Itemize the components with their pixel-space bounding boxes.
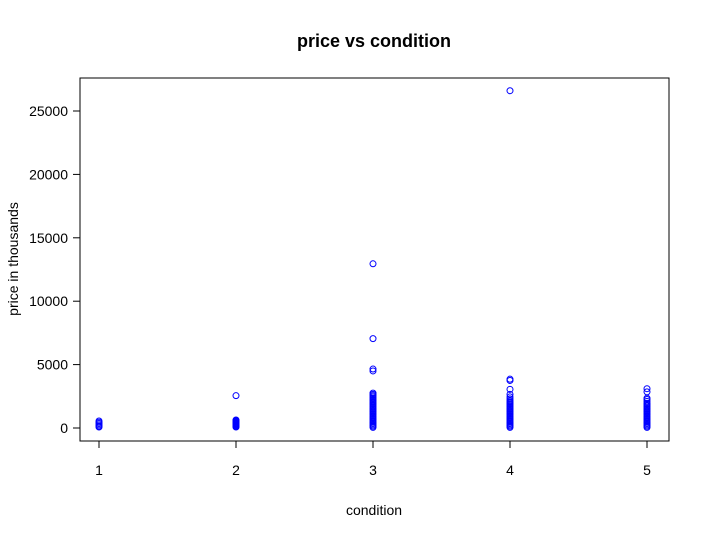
y-axis-label: price in thousands	[5, 202, 21, 316]
plot-frame	[79, 77, 670, 442]
data-point	[506, 385, 514, 393]
data-point	[506, 390, 514, 398]
data-point	[232, 416, 240, 424]
data-point	[369, 389, 377, 397]
y-tick-label-20000: 20000	[29, 166, 68, 182]
data-point	[506, 375, 514, 383]
x-tick-label-2: 2	[232, 462, 240, 478]
x-tick-label-4: 4	[506, 462, 514, 478]
data-point	[506, 395, 514, 403]
y-tick-label-15000: 15000	[29, 230, 68, 246]
y-tick-label-25000: 25000	[29, 103, 68, 119]
x-axis-label: condition	[346, 502, 402, 518]
data-point	[643, 385, 651, 393]
data-point	[95, 417, 103, 425]
data-point	[643, 388, 651, 396]
data-point	[369, 260, 377, 268]
data-point	[232, 392, 240, 400]
y-tick-label-10000: 10000	[29, 293, 68, 309]
data-point	[369, 367, 377, 375]
points-layer	[95, 87, 651, 431]
y-axis: 0 5000 10000 15000 20000 25000	[29, 103, 81, 436]
data-point	[506, 87, 514, 95]
y-tick-label-5000: 5000	[37, 357, 68, 373]
x-tick-label-1: 1	[95, 462, 103, 478]
y-tick-label-0: 0	[60, 420, 68, 436]
data-point	[643, 397, 651, 405]
x-tick-label-3: 3	[369, 462, 377, 478]
chart-title: price vs condition	[297, 31, 451, 51]
data-point	[369, 335, 377, 343]
x-tick-label-5: 5	[643, 462, 651, 478]
data-point	[369, 365, 377, 373]
x-axis: 1 2 3 4 5	[95, 440, 651, 478]
data-point	[506, 393, 514, 401]
data-point	[643, 399, 651, 407]
